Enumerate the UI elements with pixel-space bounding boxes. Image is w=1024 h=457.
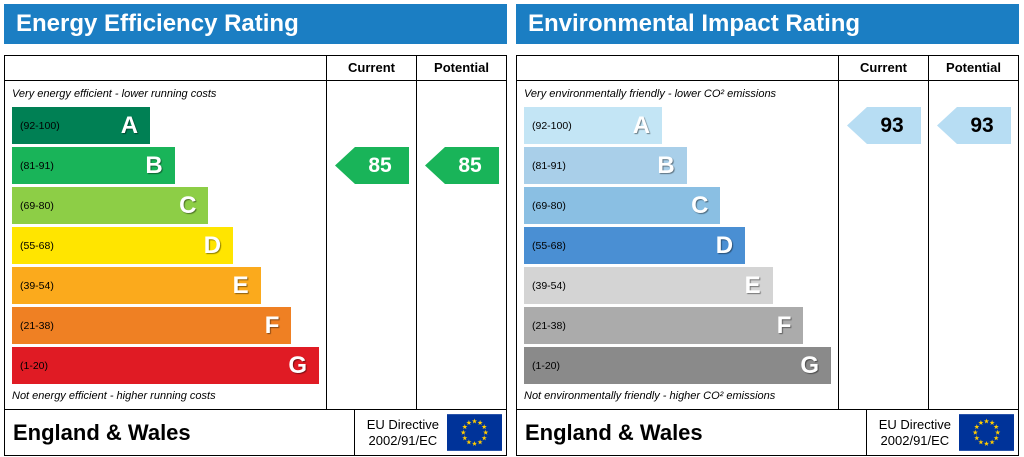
band-letter: E — [744, 271, 761, 299]
bands: (92-100) A (81-91) B (69-80) C (55-68) — [12, 107, 319, 387]
band-range: (21-38) — [532, 319, 566, 332]
band-column-header — [517, 56, 838, 80]
band-b: (81-91) B — [524, 147, 687, 184]
band-d: (55-68) D — [12, 227, 234, 264]
current-column-header: Current — [838, 56, 928, 80]
eu-directive-line1: EU Directive — [366, 416, 439, 432]
band-e: (39-54) E — [12, 267, 261, 304]
potential-column: 85 — [416, 81, 506, 409]
band-letter: C — [179, 191, 197, 219]
eu-directive-line2: 2002/91/EC — [368, 432, 438, 448]
eu-directive-line2: 2002/91/EC — [880, 432, 950, 448]
bands: (92-100) A (81-91) B (69-80) C (55-68) — [524, 107, 831, 387]
band-area: Very energy efficient - lower running co… — [5, 81, 326, 409]
band-range: (92-100) — [20, 119, 60, 132]
rating-table: Current Potential Very environmentally f… — [516, 55, 1019, 456]
band-b: (81-91) B — [12, 147, 175, 184]
current-column: 85 — [326, 81, 416, 409]
band-letter: E — [232, 271, 249, 299]
band-letter: D — [203, 231, 222, 259]
band-g: (1-20) G — [524, 347, 831, 384]
eu-flag-icon — [959, 414, 1014, 451]
potential-column-header: Potential — [416, 56, 506, 80]
top-note: Very environmentally friendly - lower CO… — [524, 88, 777, 100]
panel-title: Environmental Impact Rating — [516, 4, 1019, 44]
band-letter: G — [800, 351, 819, 379]
table-footer: England & Wales EU Directive 2002/91/EC — [517, 409, 1018, 455]
band-range: (1-20) — [20, 359, 49, 372]
eu-directive-text: EU Directive 2002/91/EC — [367, 417, 439, 448]
band-letter: G — [288, 351, 307, 379]
band-d: (55-68) D — [524, 227, 746, 264]
band-range: (39-54) — [532, 279, 566, 292]
band-f: (21-38) F — [524, 307, 804, 344]
current-rating-arrow: 85 — [335, 147, 409, 184]
band-range: (1-20) — [532, 359, 561, 372]
energy-efficiency-panel: Energy Efficiency Rating Current Potenti… — [4, 4, 507, 456]
eu-directive-box: EU Directive 2002/91/EC — [353, 410, 506, 455]
band-letter: A — [632, 111, 651, 139]
band-range: (92-100) — [532, 119, 572, 132]
eu-directive-line1: EU Directive — [878, 416, 951, 432]
band-letter: A — [120, 111, 139, 139]
band-range: (55-68) — [532, 239, 566, 252]
environmental-impact-panel: Environmental Impact Rating Current Pote… — [516, 4, 1019, 456]
band-letter: B — [657, 151, 675, 179]
band-letter: F — [264, 311, 280, 339]
table-header-row: Current Potential — [5, 56, 506, 81]
band-a: (92-100) A — [524, 107, 663, 144]
bottom-note: Not energy efficient - higher running co… — [12, 390, 216, 402]
band-column-header — [5, 56, 326, 80]
eu-flag-icon — [447, 414, 502, 451]
region-label: England & Wales — [13, 419, 191, 445]
band-c: (69-80) C — [524, 187, 721, 224]
table-body: Very energy efficient - lower running co… — [5, 81, 506, 409]
potential-column: 93 — [928, 81, 1018, 409]
current-column: 93 — [838, 81, 928, 409]
rating-table: Current Potential Very energy efficient … — [4, 55, 507, 456]
table-body: Very environmentally friendly - lower CO… — [517, 81, 1018, 409]
band-range: (81-91) — [532, 159, 566, 172]
potential-rating-arrow: 85 — [425, 147, 499, 184]
band-f: (21-38) F — [12, 307, 292, 344]
band-letter: C — [691, 191, 709, 219]
table-header-row: Current Potential — [517, 56, 1018, 81]
band-a: (92-100) A — [12, 107, 151, 144]
potential-rating-arrow: 93 — [937, 107, 1011, 144]
band-letter: F — [776, 311, 792, 339]
region-label: England & Wales — [525, 419, 703, 445]
band-range: (81-91) — [20, 159, 54, 172]
band-c: (69-80) C — [12, 187, 209, 224]
band-range: (55-68) — [20, 239, 54, 252]
band-letter: D — [715, 231, 734, 259]
band-g: (1-20) G — [12, 347, 319, 384]
band-letter: B — [145, 151, 163, 179]
table-footer: England & Wales EU Directive 2002/91/EC — [5, 409, 506, 455]
eu-directive-text: EU Directive 2002/91/EC — [879, 417, 951, 448]
current-column-header: Current — [326, 56, 416, 80]
band-range: (39-54) — [20, 279, 54, 292]
band-e: (39-54) E — [524, 267, 773, 304]
band-area: Very environmentally friendly - lower CO… — [517, 81, 838, 409]
current-rating-arrow: 93 — [847, 107, 921, 144]
band-range: (69-80) — [532, 199, 566, 212]
potential-column-header: Potential — [928, 56, 1018, 80]
top-note: Very energy efficient - lower running co… — [12, 88, 217, 100]
bottom-note: Not environmentally friendly - higher CO… — [524, 390, 776, 402]
band-range: (21-38) — [20, 319, 54, 332]
band-range: (69-80) — [20, 199, 54, 212]
eu-directive-box: EU Directive 2002/91/EC — [865, 410, 1018, 455]
panel-title: Energy Efficiency Rating — [4, 4, 507, 44]
